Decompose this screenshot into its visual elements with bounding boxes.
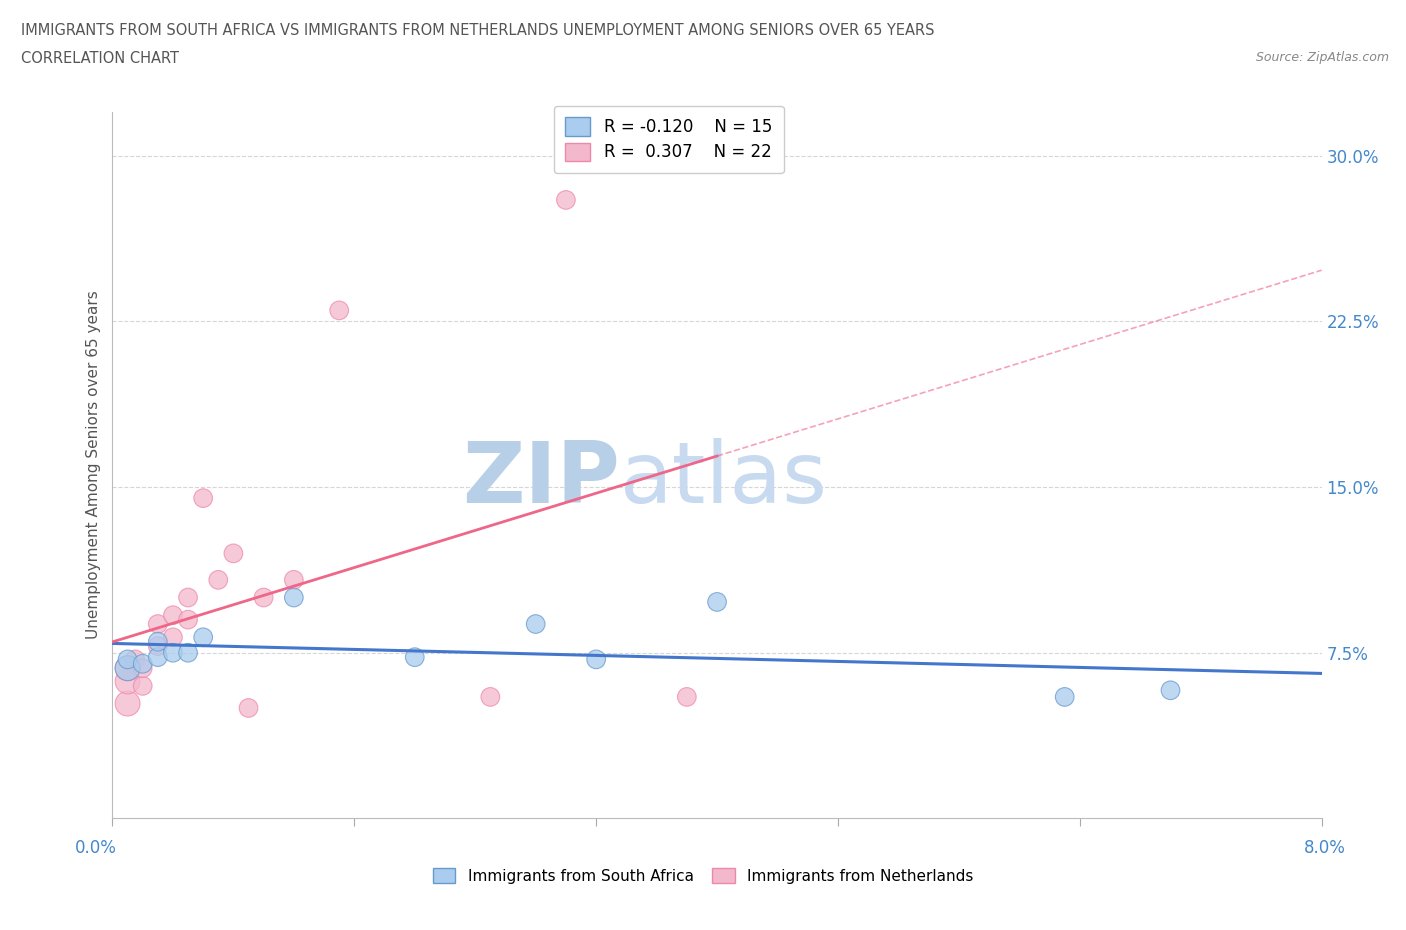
Point	[132, 679, 155, 694]
Point	[117, 660, 139, 675]
Point	[117, 652, 139, 667]
Point	[238, 700, 260, 715]
Point	[706, 594, 728, 609]
Point	[283, 573, 305, 588]
Point	[162, 608, 184, 623]
Text: 8.0%: 8.0%	[1303, 839, 1346, 857]
Point	[585, 652, 607, 667]
Point	[1159, 683, 1181, 698]
Point	[207, 573, 229, 588]
Point	[328, 303, 350, 318]
Point	[146, 634, 169, 649]
Text: ZIP: ZIP	[463, 438, 620, 521]
Point	[117, 660, 139, 675]
Point	[479, 689, 502, 704]
Point	[524, 617, 547, 631]
Text: CORRELATION CHART: CORRELATION CHART	[21, 51, 179, 66]
Legend: R = -0.120    N = 15, R =  0.307    N = 22: R = -0.120 N = 15, R = 0.307 N = 22	[554, 106, 783, 173]
Y-axis label: Unemployment Among Seniors over 65 years: Unemployment Among Seniors over 65 years	[86, 291, 101, 640]
Point	[117, 674, 139, 689]
Point	[117, 696, 139, 711]
Point	[146, 617, 169, 631]
Text: atlas: atlas	[620, 438, 828, 521]
Point	[554, 193, 576, 207]
Point	[222, 546, 245, 561]
Point	[253, 591, 276, 605]
Point	[124, 652, 146, 667]
Point	[283, 591, 305, 605]
Point	[191, 491, 215, 506]
Point	[1053, 689, 1076, 704]
Legend: Immigrants from South Africa, Immigrants from Netherlands: Immigrants from South Africa, Immigrants…	[426, 861, 980, 890]
Point	[162, 645, 184, 660]
Point	[404, 650, 426, 665]
Point	[132, 657, 155, 671]
Point	[132, 660, 155, 675]
Point	[177, 612, 200, 627]
Point	[191, 630, 215, 644]
Text: 0.0%: 0.0%	[75, 839, 117, 857]
Point	[675, 689, 697, 704]
Point	[162, 630, 184, 644]
Point	[146, 639, 169, 654]
Point	[177, 591, 200, 605]
Point	[146, 650, 169, 665]
Text: IMMIGRANTS FROM SOUTH AFRICA VS IMMIGRANTS FROM NETHERLANDS UNEMPLOYMENT AMONG S: IMMIGRANTS FROM SOUTH AFRICA VS IMMIGRAN…	[21, 23, 935, 38]
Text: Source: ZipAtlas.com: Source: ZipAtlas.com	[1256, 51, 1389, 64]
Point	[177, 645, 200, 660]
